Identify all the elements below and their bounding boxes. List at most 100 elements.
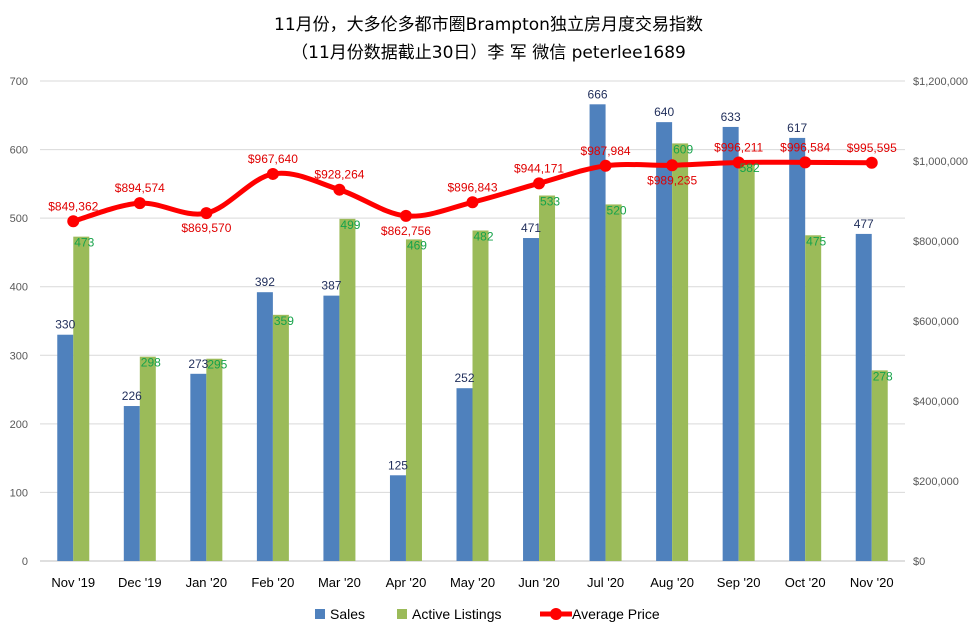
bar-active-listings	[605, 204, 622, 561]
bar-active-listings	[805, 235, 822, 562]
y-left-tick-label: 600	[10, 145, 28, 157]
y-left-tick-label: 100	[10, 487, 28, 499]
bar-active-listings	[339, 218, 356, 562]
x-tick-label: Jan '20	[186, 575, 228, 590]
bar-sales	[123, 406, 140, 561]
bar-sales	[589, 104, 606, 562]
y-left-tick-label: 700	[10, 76, 28, 88]
active-listings-data-label: 609	[673, 142, 693, 156]
x-tick-label: Aug '20	[650, 575, 694, 590]
sales-data-label: 387	[321, 279, 341, 293]
bar-active-listings	[672, 143, 689, 561]
y-right-tick-label: $1,000,000	[913, 156, 968, 168]
price-marker	[200, 207, 213, 220]
price-marker	[732, 156, 745, 169]
y-right-tick-label: $800,000	[913, 236, 959, 248]
x-tick-label: Nov '19	[51, 575, 95, 590]
price-data-label: $967,640	[248, 152, 298, 166]
price-data-label: $989,235	[647, 173, 697, 187]
y-right-tick-label: $1,200,000	[913, 76, 968, 88]
price-data-label: $862,756	[381, 224, 431, 238]
x-tick-label: May '20	[450, 575, 495, 590]
sales-data-label: 640	[654, 105, 674, 119]
active-listings-data-label: 278	[873, 369, 893, 383]
y-left-tick-label: 300	[10, 350, 28, 362]
legend-swatch-price-marker	[550, 608, 562, 620]
x-tick-label: Oct '20	[785, 575, 826, 590]
price-marker	[399, 209, 412, 222]
bar-active-listings	[738, 161, 755, 561]
legend-label-average-price: Average Price	[572, 606, 660, 622]
legend-swatch-sales	[315, 609, 325, 619]
x-tick-label: Mar '20	[318, 575, 361, 590]
active-listings-data-label: 295	[207, 358, 227, 372]
bar-active-listings	[539, 195, 556, 561]
sales-data-label: 477	[854, 217, 874, 231]
sales-data-label: 252	[454, 371, 474, 385]
x-tick-label: Nov '20	[850, 575, 894, 590]
price-marker	[599, 159, 612, 172]
x-tick-label: Dec '19	[118, 575, 162, 590]
sales-data-label: 273	[188, 357, 208, 371]
price-marker	[666, 159, 679, 172]
sales-data-label: 392	[255, 275, 275, 289]
x-tick-label: Jun '20	[518, 575, 560, 590]
price-marker	[865, 156, 878, 169]
y-left-tick-label: 400	[10, 282, 28, 294]
price-data-label: $995,595	[847, 141, 897, 155]
active-listings-data-label: 469	[407, 238, 427, 252]
bar-sales	[323, 295, 340, 561]
bar-active-listings	[73, 236, 90, 561]
price-marker	[799, 156, 812, 169]
sales-data-label: 125	[388, 458, 408, 472]
chart-title: 11月份，大多伦多都市圈Brampton独立房月度交易指数	[274, 15, 703, 35]
bar-active-listings	[871, 370, 888, 561]
price-data-label: $894,574	[115, 181, 165, 195]
price-marker	[266, 167, 279, 180]
bar-sales	[190, 373, 207, 561]
price-data-label: $987,984	[581, 144, 631, 158]
y-right-tick-label: $400,000	[913, 396, 959, 408]
price-marker	[133, 197, 146, 210]
price-data-label: $996,211	[714, 141, 763, 155]
y-left-tick-label: 500	[10, 213, 28, 225]
legend-label-sales: Sales	[330, 606, 365, 622]
price-data-label: $869,570	[181, 221, 231, 235]
bar-sales	[656, 122, 673, 562]
active-listings-data-label: 475	[806, 234, 826, 248]
bar-sales	[389, 475, 406, 561]
price-data-label: $928,264	[314, 168, 364, 182]
active-listings-data-label: 298	[141, 356, 161, 370]
price-data-label: $896,843	[447, 180, 497, 194]
bar-sales	[256, 292, 273, 561]
price-marker	[333, 183, 346, 196]
price-data-label: $944,171	[514, 161, 564, 175]
sales-data-label: 633	[721, 110, 741, 124]
x-tick-label: Jul '20	[587, 575, 624, 590]
y-right-tick-label: $0	[913, 556, 925, 568]
x-tick-label: Apr '20	[386, 575, 427, 590]
bar-sales	[523, 238, 540, 561]
bar-active-listings	[405, 239, 422, 561]
bar-active-listings	[139, 356, 156, 561]
active-listings-data-label: 520	[607, 203, 627, 217]
y-left-tick-label: 0	[22, 556, 28, 568]
bar-sales	[855, 233, 872, 561]
sales-data-label: 471	[521, 221, 541, 235]
sales-data-label: 617	[787, 121, 807, 135]
bar-sales	[57, 334, 74, 561]
active-listings-data-label: 499	[340, 218, 360, 232]
chart-subtitle: （11月份数据截止30日）李 军 微信 peterlee1689	[291, 43, 686, 63]
bar-active-listings	[472, 230, 489, 561]
x-tick-label: Sep '20	[717, 575, 761, 590]
bar-active-listings	[272, 314, 289, 561]
sales-data-label: 330	[55, 318, 75, 332]
price-marker	[67, 215, 80, 228]
y-right-tick-label: $200,000	[913, 476, 959, 488]
price-marker	[533, 177, 546, 190]
active-listings-data-label: 473	[74, 236, 94, 250]
active-listings-data-label: 482	[473, 229, 493, 243]
legend-swatch-active-listings	[397, 609, 407, 619]
